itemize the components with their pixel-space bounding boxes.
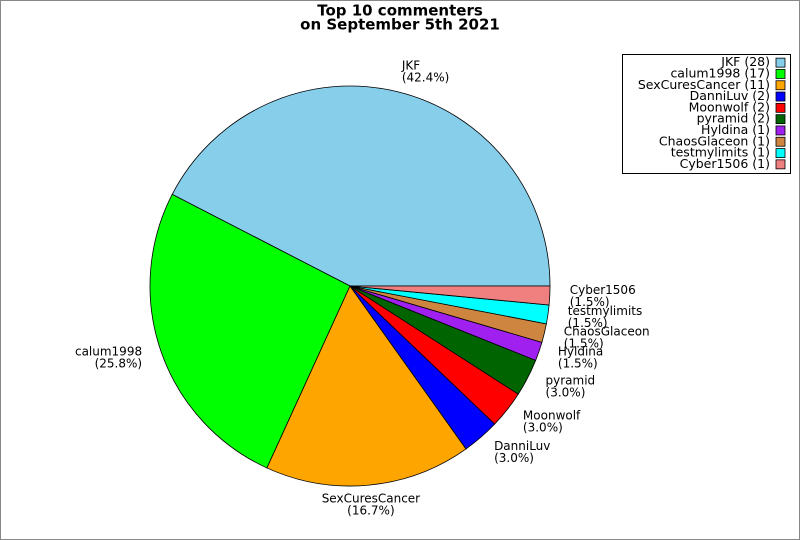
legend-swatch — [775, 91, 786, 102]
legend-label: Moonwolf (2) — [689, 99, 770, 114]
slice-label: calum1998 — [75, 344, 142, 358]
pie-slice — [171, 85, 551, 287]
legend-label: testmylimits (1) — [671, 145, 770, 160]
legend-label: DanniLuv (2) — [690, 88, 770, 103]
legend-swatch — [775, 159, 786, 170]
slice-label: ChaosGlaceon — [564, 324, 650, 338]
slice-label: Cyber1506 — [570, 283, 636, 297]
slice-label: Moonwolf — [523, 408, 581, 422]
slice-percent: (3.0%) — [523, 420, 563, 434]
legend-swatch — [775, 57, 786, 68]
legend-label: Hyldina (1) — [701, 122, 770, 137]
pie-slice — [266, 285, 467, 487]
legend-label: JKF (28) — [720, 54, 770, 69]
legend-swatch — [775, 102, 786, 113]
slice-label: SexCuresCancer — [322, 492, 420, 506]
legend-label: pyramid (2) — [697, 111, 770, 126]
slice-label: JKF — [401, 59, 420, 73]
legend-label: calum1998 (17) — [670, 65, 770, 80]
slice-percent: (1.5%) — [564, 336, 604, 350]
legend-swatch — [775, 69, 786, 79]
legend-swatch — [775, 148, 786, 158]
legend-swatch — [775, 80, 786, 91]
slice-percent: (3.0%) — [494, 451, 534, 465]
legend-swatch — [775, 125, 786, 136]
slice-label: testmylimits — [568, 304, 642, 318]
legend-label: Cyber1506 (1) — [680, 156, 770, 171]
legend-swatch — [775, 114, 786, 125]
pie-slice — [149, 193, 351, 469]
slice-label: pyramid — [546, 373, 596, 387]
slice-percent: (3.0%) — [546, 385, 586, 399]
slice-percent: (16.7%) — [347, 504, 394, 518]
slice-label: Hyldina — [558, 344, 603, 358]
pie-slice — [349, 285, 551, 306]
slice-percent: (1.5%) — [558, 356, 598, 370]
legend-box — [622, 54, 791, 174]
slice-percent: (25.8%) — [95, 356, 142, 370]
legend-label: SexCuresCancer (11) — [638, 77, 770, 92]
slice-label: DanniLuv — [494, 439, 550, 453]
chart-title: Top 10 commenters — [317, 2, 483, 20]
slice-percent: (42.4%) — [402, 71, 449, 85]
legend-swatch — [775, 136, 786, 147]
chart-subtitle: on September 5th 2021 — [300, 16, 500, 34]
legend-label: ChaosGlaceon (1) — [659, 133, 770, 148]
slice-percent: (1.5%) — [570, 295, 610, 309]
slice-percent: (1.5%) — [568, 316, 608, 330]
